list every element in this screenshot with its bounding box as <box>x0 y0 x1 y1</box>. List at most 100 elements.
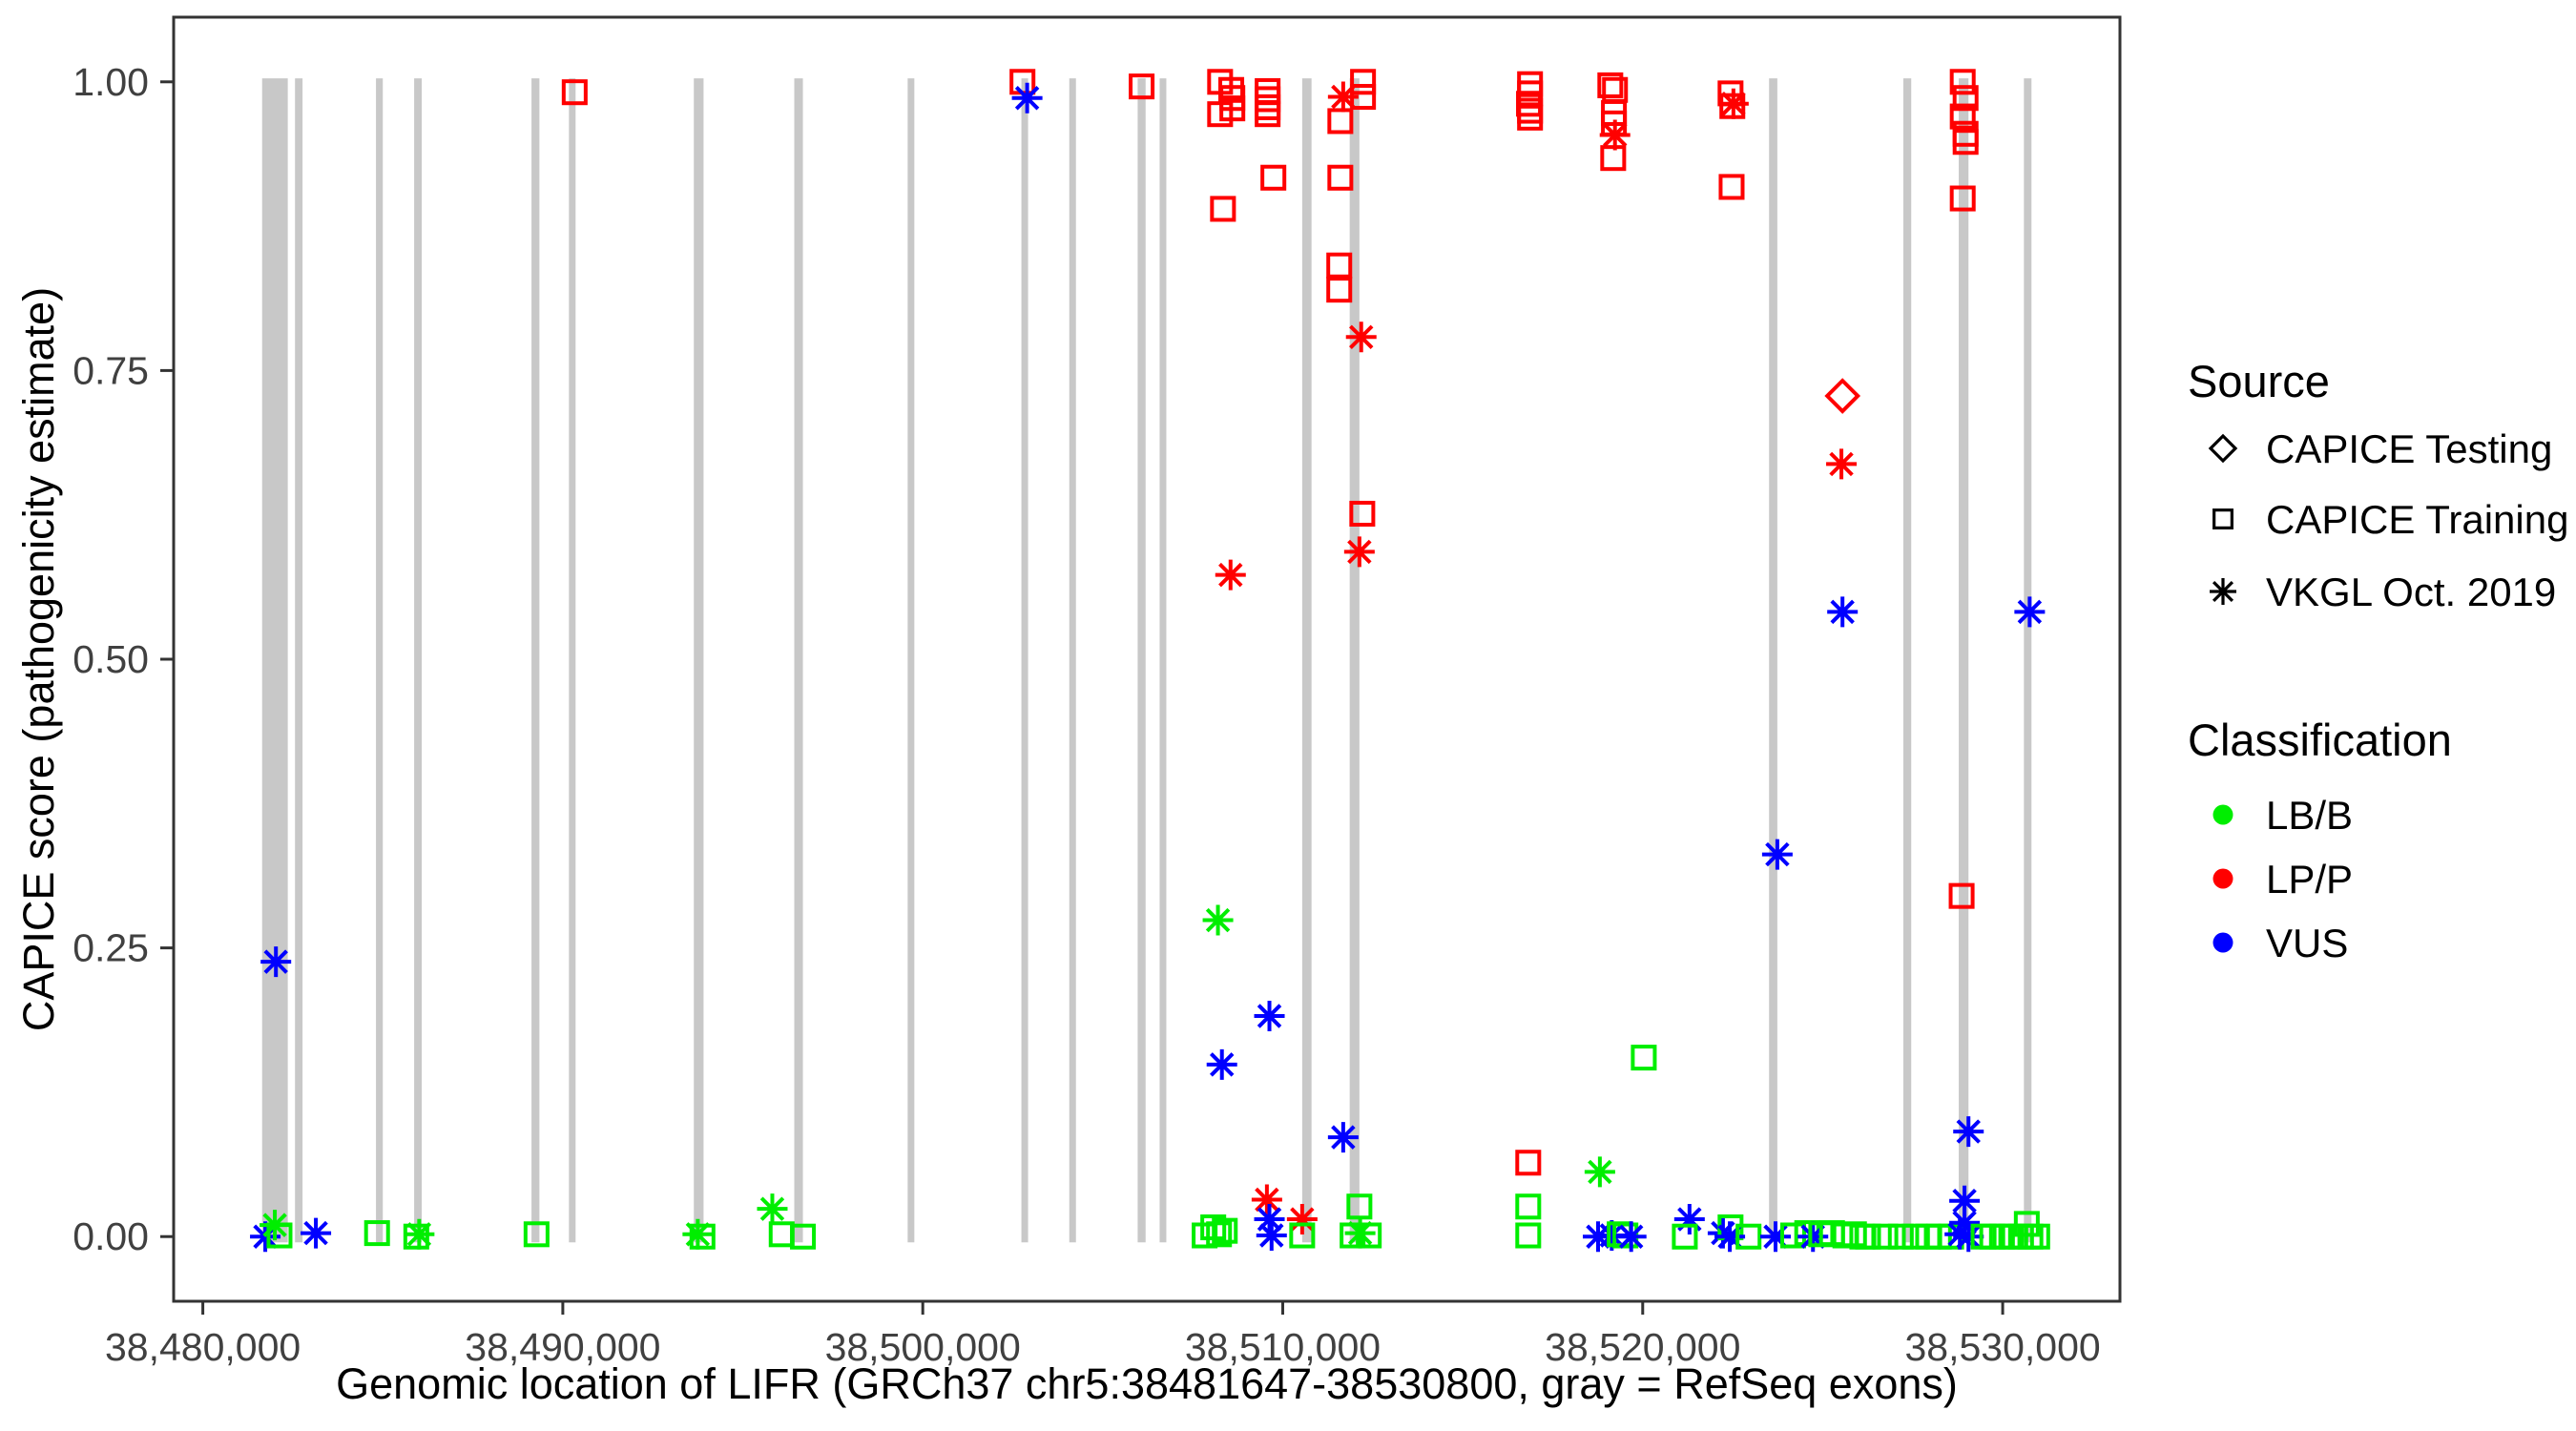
data-point <box>1515 1222 1542 1249</box>
data-point <box>301 1217 332 1249</box>
square-marker-icon <box>523 1221 550 1248</box>
data-point <box>682 1218 714 1250</box>
y-tick-label: 0.25 <box>73 926 149 970</box>
exon-bar <box>1349 78 1360 1243</box>
data-point <box>1718 174 1745 200</box>
square-marker-icon <box>790 1223 817 1250</box>
square-marker-icon <box>1718 174 1745 200</box>
square-marker-icon <box>1840 1221 1867 1248</box>
data-point <box>404 1218 435 1250</box>
square-marker-icon <box>1206 1221 1233 1248</box>
square-marker-icon <box>1350 83 1377 111</box>
legend-classification-title: Classification <box>2188 715 2452 765</box>
asterisk-marker-icon <box>1714 1221 1746 1253</box>
exon-bar <box>2024 78 2032 1243</box>
data-point <box>1210 196 1236 222</box>
square-marker-icon <box>1631 1045 1657 1071</box>
legend-square-icon <box>2212 508 2233 529</box>
legend-source-title: Source <box>2188 356 2330 406</box>
asterisk-marker-icon <box>1949 1185 1981 1216</box>
data-point <box>1949 1185 1981 1216</box>
square-marker-icon <box>364 1220 390 1247</box>
data-point <box>1948 882 1975 909</box>
data-point <box>1887 1223 1914 1250</box>
square-marker-icon <box>1326 252 1353 279</box>
square-marker-icon <box>2024 1223 2050 1250</box>
legend: Source CAPICE Testing CAPICE Training VKGL… <box>2188 356 2568 965</box>
legend-diamond-icon <box>2208 433 2238 464</box>
asterisk-marker-icon <box>1345 321 1377 353</box>
data-point <box>1515 1193 1542 1220</box>
exon-bar <box>531 78 540 1243</box>
square-marker-icon <box>1948 882 1975 909</box>
data-point <box>1206 1048 1237 1080</box>
legend-classification-item-label: LP/P <box>2266 857 2353 902</box>
y-tick-label: 0.75 <box>73 348 149 392</box>
data-point <box>1326 277 1353 303</box>
data-point <box>364 1220 390 1247</box>
data-point <box>1761 839 1793 870</box>
square-marker-icon <box>1207 101 1234 128</box>
data-point <box>1327 81 1359 113</box>
data-point <box>2014 596 2046 628</box>
asterisk-marker-icon <box>1826 448 1858 480</box>
data-point <box>1615 1221 1647 1253</box>
asterisk-marker-icon <box>1215 559 1246 591</box>
asterisk-marker-icon <box>2014 596 2046 628</box>
square-marker-icon <box>1255 101 1281 128</box>
data-point <box>1949 103 1976 130</box>
square-marker-icon <box>1327 108 1354 135</box>
square-marker-icon <box>1515 1222 1542 1249</box>
data-point <box>1952 129 1979 156</box>
data-point <box>1326 252 1353 279</box>
data-point <box>1673 1204 1705 1235</box>
asterisk-marker-icon <box>1254 1001 1285 1032</box>
square-marker-icon <box>561 79 588 106</box>
data-point <box>1824 378 1861 414</box>
x-axis: 38,480,000 38,490,000 38,500,000 38,510,000… <box>105 1301 2101 1369</box>
square-marker-icon <box>689 1223 716 1250</box>
data-point <box>260 946 292 978</box>
data-point <box>1596 1220 1628 1252</box>
asterisk-marker-icon <box>1615 1221 1647 1253</box>
square-marker-icon <box>1349 500 1376 528</box>
asterisk-marker-icon <box>1797 1221 1829 1253</box>
data-point <box>1346 1193 1373 1220</box>
data-point <box>1597 72 1624 98</box>
data-point <box>523 1221 550 1248</box>
data-point <box>1350 83 1377 111</box>
asterisk-marker-icon <box>1827 596 1859 628</box>
y-tick-label: 0.50 <box>73 637 149 681</box>
exon-bar <box>1069 78 1076 1243</box>
y-axis: 0.00 0.25 0.50 0.75 1.00 <box>73 60 174 1258</box>
asterisk-marker-icon <box>757 1193 788 1225</box>
square-marker-icon <box>1901 1223 1928 1250</box>
square-marker-icon <box>1735 1223 1762 1250</box>
square-marker-icon <box>1855 1223 1881 1250</box>
data-point <box>1672 1223 1698 1250</box>
diamond-marker-icon <box>1824 378 1861 414</box>
data-point <box>1256 1220 1287 1252</box>
asterisk-marker-icon <box>1254 1204 1285 1235</box>
exon-bar <box>569 78 576 1243</box>
data-point <box>1286 1204 1318 1235</box>
data-point <box>1855 1223 1881 1250</box>
data-point <box>1707 1217 1738 1249</box>
exon-bar <box>261 78 288 1243</box>
asterisk-marker-icon <box>1202 904 1234 936</box>
x-tick-label: 38,530,000 <box>1904 1325 2100 1369</box>
square-marker-icon <box>1949 185 1976 212</box>
square-marker-icon <box>1515 1193 1542 1220</box>
asterisk-marker-icon <box>1327 81 1359 113</box>
asterisk-marker-icon <box>1011 82 1043 114</box>
asterisk-marker-icon <box>1343 536 1375 568</box>
data-point <box>561 79 588 106</box>
asterisk-marker-icon <box>1761 839 1793 870</box>
exon-bar <box>907 78 915 1243</box>
legend-classification-items: LB/B LP/P VUS <box>2212 793 2353 965</box>
asterisk-marker-icon <box>260 946 292 978</box>
y-tick-label: 0.00 <box>73 1214 149 1258</box>
data-point <box>1327 164 1354 191</box>
data-point <box>1827 596 1859 628</box>
